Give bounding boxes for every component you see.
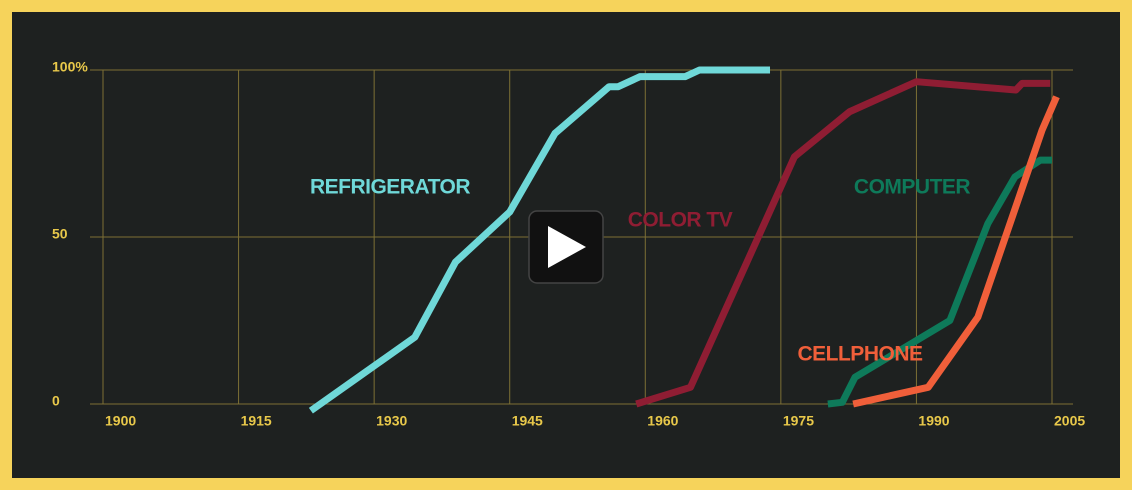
play-button[interactable] [528,210,604,284]
x-tick-label: 1915 [241,413,272,429]
x-tick-label: 1945 [512,413,543,429]
series-line [635,78,1051,408]
y-tick-label: 0 [52,393,60,409]
x-tick-label: 1900 [105,413,136,429]
x-tick-label: 1930 [376,413,407,429]
y-tick-label: 50 [52,226,68,242]
plot: 0 50 100% 1900 1915 1930 1945 1960 1975 1990 2005 R… [52,59,1085,429]
series-line [308,66,771,414]
x-tick-label: 1960 [647,413,678,429]
play-icon[interactable] [548,226,586,268]
series-label: CELLPHONE [797,343,923,366]
x-tick-label: 2005 [1054,413,1085,429]
series-line [827,156,1052,408]
y-tick-label: 100% [52,59,88,75]
x-tick-label: 1990 [918,413,949,429]
series-label: COMPUTER [854,176,971,199]
series-label: COLOR TV [628,209,733,232]
series-label: REFRIGERATOR [310,176,470,199]
x-tick-label: 1975 [783,413,814,429]
series-line [852,95,1060,408]
